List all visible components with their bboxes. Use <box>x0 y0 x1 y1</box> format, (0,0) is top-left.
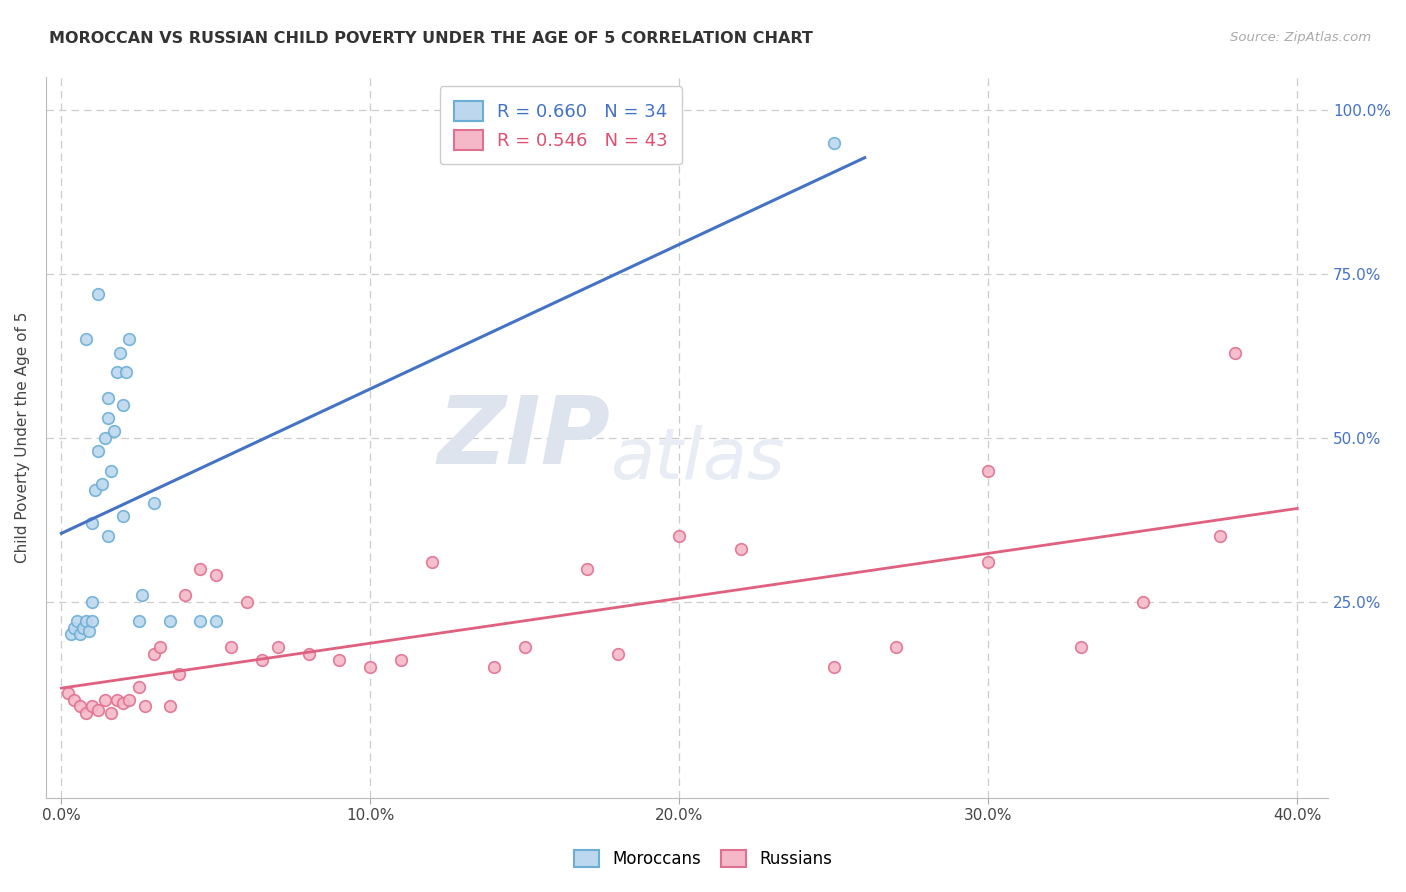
Point <box>221 640 243 655</box>
Point <box>108 345 131 359</box>
Point <box>72 621 94 635</box>
Text: Source: ZipAtlas.com: Source: ZipAtlas.com <box>1230 31 1371 45</box>
Point <box>190 614 212 628</box>
Point <box>90 476 112 491</box>
Point <box>115 365 138 379</box>
Point <box>977 555 1000 569</box>
Legend: Moroccans, Russians: Moroccans, Russians <box>567 843 839 875</box>
Point <box>143 647 166 661</box>
Point <box>112 696 135 710</box>
Point <box>420 555 443 569</box>
Point <box>977 463 1000 477</box>
Point <box>884 640 907 655</box>
Point <box>128 680 150 694</box>
Point <box>112 509 135 524</box>
Point <box>97 529 120 543</box>
Point <box>82 594 104 608</box>
Point <box>105 365 128 379</box>
Point <box>75 614 97 628</box>
Point <box>1209 529 1232 543</box>
Point <box>190 562 212 576</box>
Point <box>105 693 128 707</box>
Point <box>84 483 107 498</box>
Point <box>359 660 381 674</box>
Point <box>267 640 290 655</box>
Point <box>100 463 122 477</box>
Point <box>205 568 228 582</box>
Point <box>75 333 97 347</box>
Point <box>97 411 120 425</box>
Point <box>297 647 319 661</box>
Point <box>128 614 150 628</box>
Point <box>69 699 91 714</box>
Point <box>159 614 181 628</box>
Point <box>112 398 135 412</box>
Point <box>1070 640 1092 655</box>
Point <box>606 647 628 661</box>
Point <box>159 699 181 714</box>
Point <box>87 703 110 717</box>
Point <box>482 660 505 674</box>
Point <box>93 431 115 445</box>
Point <box>62 621 84 635</box>
Point <box>77 624 100 638</box>
Point <box>59 627 82 641</box>
Point <box>93 693 115 707</box>
Point <box>174 588 197 602</box>
Point <box>118 333 141 347</box>
Text: ZIP: ZIP <box>437 392 610 483</box>
Point <box>1132 594 1154 608</box>
Point <box>56 686 79 700</box>
Point <box>66 614 89 628</box>
Point <box>252 653 274 667</box>
Point <box>82 699 104 714</box>
Point <box>1225 345 1247 359</box>
Point <box>143 496 166 510</box>
Point <box>236 594 259 608</box>
Point <box>149 640 172 655</box>
Text: atlas: atlas <box>610 425 785 494</box>
Point <box>131 588 153 602</box>
Y-axis label: Child Poverty Under the Age of 5: Child Poverty Under the Age of 5 <box>15 312 30 564</box>
Point <box>87 286 110 301</box>
Point <box>575 562 598 576</box>
Point <box>75 706 97 720</box>
Point <box>205 614 228 628</box>
Point <box>823 660 845 674</box>
Point <box>668 529 690 543</box>
Point <box>730 542 752 557</box>
Point <box>823 136 845 150</box>
Point <box>328 653 350 667</box>
Point <box>134 699 156 714</box>
Point <box>389 653 412 667</box>
Point <box>167 666 190 681</box>
Point <box>100 706 122 720</box>
Point <box>87 443 110 458</box>
Point <box>103 424 125 438</box>
Point <box>82 614 104 628</box>
Legend: R = 0.660   N = 34, R = 0.546   N = 43: R = 0.660 N = 34, R = 0.546 N = 43 <box>440 87 682 164</box>
Point <box>513 640 536 655</box>
Point <box>82 516 104 530</box>
Point <box>69 627 91 641</box>
Point <box>97 392 120 406</box>
Text: MOROCCAN VS RUSSIAN CHILD POVERTY UNDER THE AGE OF 5 CORRELATION CHART: MOROCCAN VS RUSSIAN CHILD POVERTY UNDER … <box>49 31 813 46</box>
Point <box>62 693 84 707</box>
Point <box>118 693 141 707</box>
